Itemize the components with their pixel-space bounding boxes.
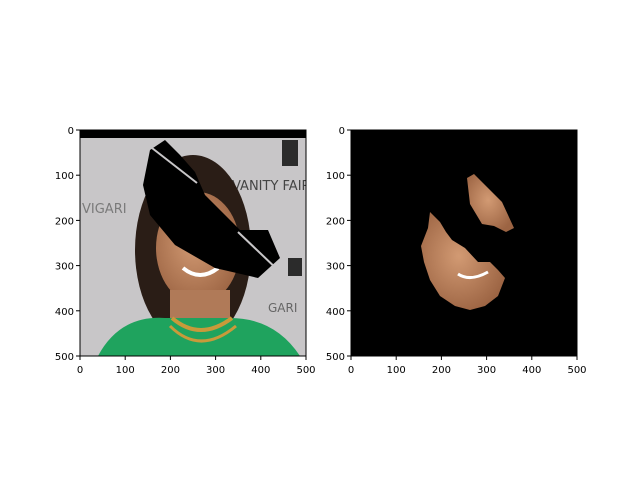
backdrop-text-gari: GARI (268, 301, 297, 315)
right-xtick-label: 200 (432, 365, 451, 376)
right-xtick-label: 100 (387, 365, 406, 376)
right-ytick-label: 300 (326, 262, 345, 273)
left-ytick-label: 200 (55, 216, 74, 227)
right-xtick-label: 300 (477, 365, 496, 376)
left-xtick-label: 100 (116, 365, 135, 376)
backdrop-text-vigari: VIGARI (82, 202, 127, 217)
right-ytick-label: 0 (339, 126, 345, 137)
left-xtick-label: 300 (206, 365, 225, 376)
left-xtick-label: 200 (161, 365, 180, 376)
left-ytick-label: 0 (68, 126, 74, 137)
right-xtick-label: 400 (522, 365, 541, 376)
right-ytick-label: 400 (326, 307, 345, 318)
right-image (351, 130, 577, 356)
left-xtick-label: 400 (251, 365, 270, 376)
backdrop-text-vanityfair: VANITY FAIR (232, 179, 311, 194)
left-image: VIGARI VANITY FAIR GARI (80, 130, 311, 356)
right-ytick-label: 200 (326, 216, 345, 227)
left-ytick-label: 400 (55, 307, 74, 318)
left-ytick-label: 100 (55, 171, 74, 182)
left-xtick-label: 0 (77, 365, 83, 376)
right-xtick-label: 0 (348, 365, 354, 376)
left-ytick-label: 300 (55, 262, 74, 273)
right-xtick-label: 500 (567, 365, 586, 376)
right-ytick-label: 100 (326, 171, 345, 182)
left-xtick-label: 500 (296, 365, 315, 376)
left-ytick-label: 500 (55, 352, 74, 363)
right-ytick-label: 500 (326, 352, 345, 363)
